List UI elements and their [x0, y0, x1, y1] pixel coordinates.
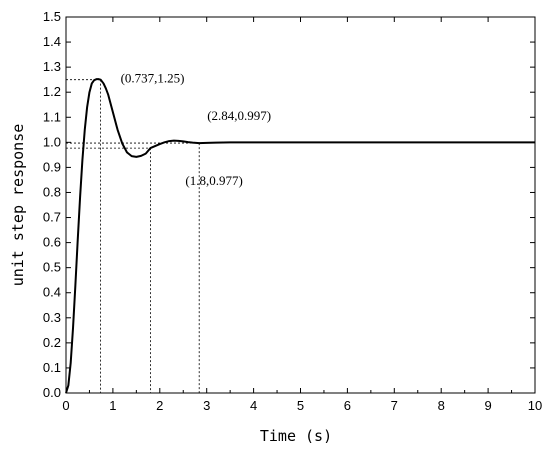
y-tick-label: 0.8 [43, 184, 61, 199]
y-tick-label: 0.6 [43, 235, 61, 250]
y-tick-label: 1.3 [43, 59, 61, 74]
x-axis-ticks: 0 1 2 3 4 5 6 7 8 9 10 [62, 17, 542, 413]
x-tick-label: 6 [344, 398, 351, 413]
x-tick-label: 1 [109, 398, 116, 413]
x-tick-label: 7 [391, 398, 398, 413]
x-tick-label: 8 [438, 398, 445, 413]
x-tick-label: 3 [203, 398, 210, 413]
annotation-label: (0.737,1.25) [121, 71, 185, 86]
y-tick-label: 0.9 [43, 159, 61, 174]
annotation-label: (2.84,0.997) [207, 108, 271, 123]
annotation-labels: (0.737,1.25) (1.8,0.977) (2.84,0.997) [121, 71, 272, 188]
y-axis-ticks: 0.0 0.1 0.2 0.3 0.4 0.5 0.6 0.7 0.8 0.9 1.0 1.1 1.2 1… [43, 9, 535, 400]
annotation-label: (1.8,0.977) [185, 173, 242, 188]
y-tick-label: 0.7 [43, 210, 61, 225]
y-tick-label: 0.2 [43, 335, 61, 350]
y-tick-label: 0.5 [43, 260, 61, 275]
series-layer [65, 78, 535, 394]
y-tick-label: 0.4 [43, 285, 61, 300]
x-tick-label: 4 [250, 398, 257, 413]
x-tick-label: 2 [156, 398, 163, 413]
y-tick-label: 1.2 [43, 84, 61, 99]
x-tick-label: 9 [484, 398, 491, 413]
x-tick-label: 0 [62, 398, 69, 413]
x-tick-label: 5 [297, 398, 304, 413]
y-tick-label: 1.5 [43, 9, 61, 24]
x-axis-title: Time (s) [260, 427, 332, 445]
y-tick-label: 0.1 [43, 360, 61, 375]
y-tick-label: 1.1 [43, 109, 61, 124]
y-tick-label: 0.3 [43, 310, 61, 325]
y-tick-label: 0.0 [43, 385, 61, 400]
y-tick-label: 1.0 [43, 134, 61, 149]
y-tick-label: 1.4 [43, 34, 61, 49]
series-line [65, 78, 535, 394]
x-tick-label: 10 [528, 398, 542, 413]
y-axis-title: unit step response [9, 124, 27, 287]
